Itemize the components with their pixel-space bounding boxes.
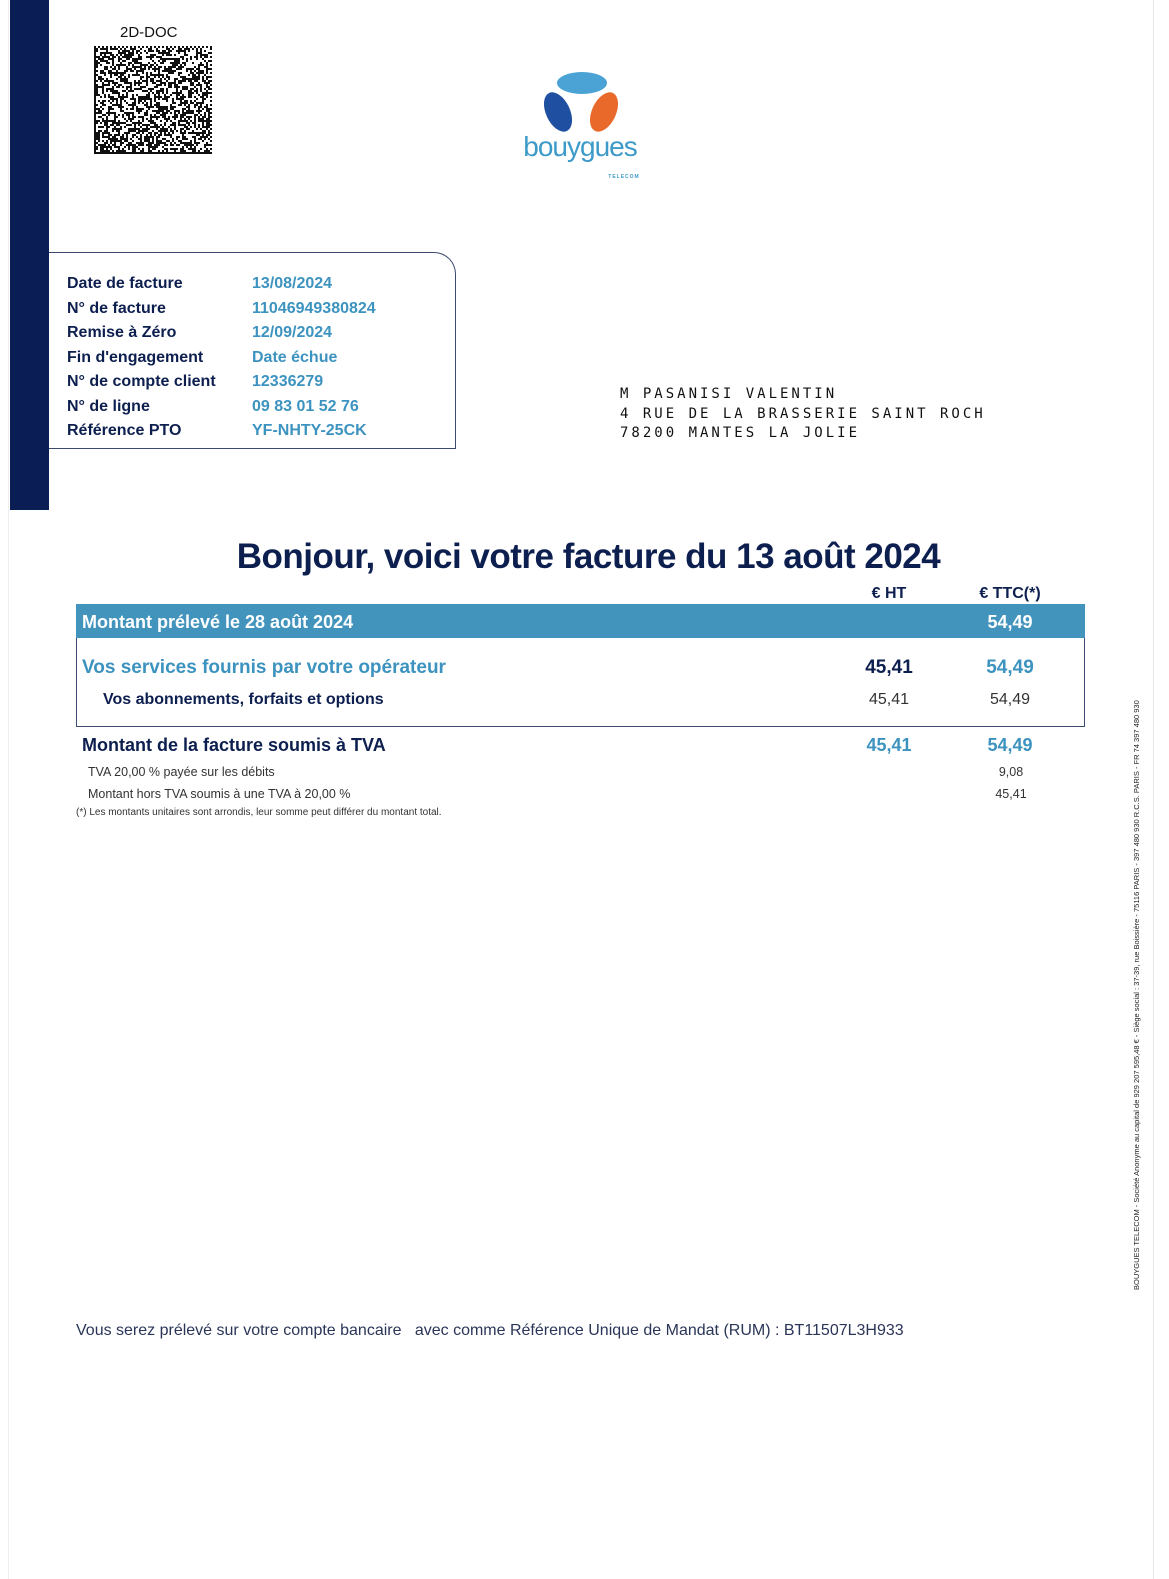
col-header-ht: € HT [871, 585, 907, 602]
info-value: 12/09/2024 [252, 324, 333, 341]
amount-debited-label: Montant prélevé le 28 août 2024 [82, 612, 354, 632]
tva-total-ttc: 54,49 [987, 735, 1033, 755]
info-value: 12336279 [252, 373, 324, 390]
navy-side-bar [10, 0, 49, 510]
logo-subtitle: TELECOM [608, 174, 639, 180]
info-label: Référence PTO [67, 422, 182, 439]
services-ttc: 54,49 [986, 657, 1034, 678]
info-label: Fin d'engagement [67, 348, 204, 366]
info-value: YF-NHTY-25CK [252, 422, 367, 439]
col-header-ttc: € TTC(*) [979, 585, 1041, 602]
info-label: Date de facture [67, 275, 183, 292]
logo-right-oval [589, 92, 619, 132]
info-row: N° de facture 11046949380824 [67, 299, 376, 318]
address-line: 4 RUE DE LA BRASSERIE SAINT ROCH [620, 405, 986, 422]
logo-wordmark: bouygues [523, 131, 636, 162]
info-value: 09 83 01 52 76 [252, 397, 359, 415]
amount-debited-ttc: 54,49 [987, 612, 1033, 632]
info-row: Référence PTO YF-NHTY-25CK [67, 421, 367, 440]
address-line: 78200 MANTES LA JOLIE [620, 425, 861, 441]
invoice-info-box [49, 252, 456, 449]
tva-total-ht: 45,41 [866, 735, 912, 755]
info-value: 13/08/2024 [252, 275, 333, 292]
info-row: N° de ligne 09 83 01 52 76 [67, 397, 359, 416]
ht-base-ttc: 45,41 [995, 787, 1027, 801]
info-label: N° de compte client [67, 373, 216, 390]
recipient-address: M PASANISI VALENTIN 4 RUE DE LA BRASSERI… [620, 385, 986, 444]
amount-debited-bar [76, 604, 1085, 638]
info-row: Date de facture 13/08/2024 [67, 274, 332, 293]
payment-note: Vous serez prélevé sur votre compte banc… [76, 1322, 904, 1339]
info-row: Fin d'engagement Date échue [67, 348, 337, 367]
info-row: N° de compte client 12336279 [67, 372, 323, 391]
subscriptions-ttc: 54,49 [989, 691, 1031, 708]
2d-doc-barcode [94, 46, 212, 154]
page-edge [1153, 0, 1154, 1579]
info-value: 11046949380824 [252, 299, 376, 317]
services-label: Vos services fournis par votre opérateur [82, 657, 446, 678]
tva-total-label: Montant de la facture soumis à TVA [82, 735, 386, 755]
bouygues-telecom-logo: bouygues TELECOM [523, 72, 639, 180]
info-label: Remise à Zéro [67, 324, 177, 341]
info-row: Remise à Zéro 12/09/2024 [67, 323, 332, 342]
page-edge [8, 0, 9, 1579]
tva-paid-label: TVA 20,00 % payée sur les débits [88, 765, 275, 779]
footnote: (*) Les montants unitaires sont arrondis… [76, 807, 442, 818]
address-line: M PASANISI VALENTIN [620, 386, 838, 402]
tva-paid-ttc: 9,08 [998, 765, 1024, 779]
ht-base-label: Montant hors TVA soumis à une TVA à 20,0… [88, 787, 351, 801]
logo-left-oval [543, 92, 573, 132]
info-label: N° de facture [67, 299, 166, 317]
subscriptions-label: Vos abonnements, forfaits et options [103, 691, 384, 708]
info-value: Date échue [252, 348, 338, 366]
barcode-label: 2D-DOC [120, 24, 178, 41]
legal-mention: BOUYGUES TELECOM - Société Anonyme au ca… [1132, 700, 1141, 1290]
subscriptions-ht: 45,41 [868, 691, 910, 708]
page-title: Bonjour, voici votre facture du 13 août … [236, 537, 941, 576]
logo-top-oval [557, 72, 607, 94]
info-label: N° de ligne [67, 397, 150, 415]
services-ht: 45,41 [865, 657, 913, 678]
